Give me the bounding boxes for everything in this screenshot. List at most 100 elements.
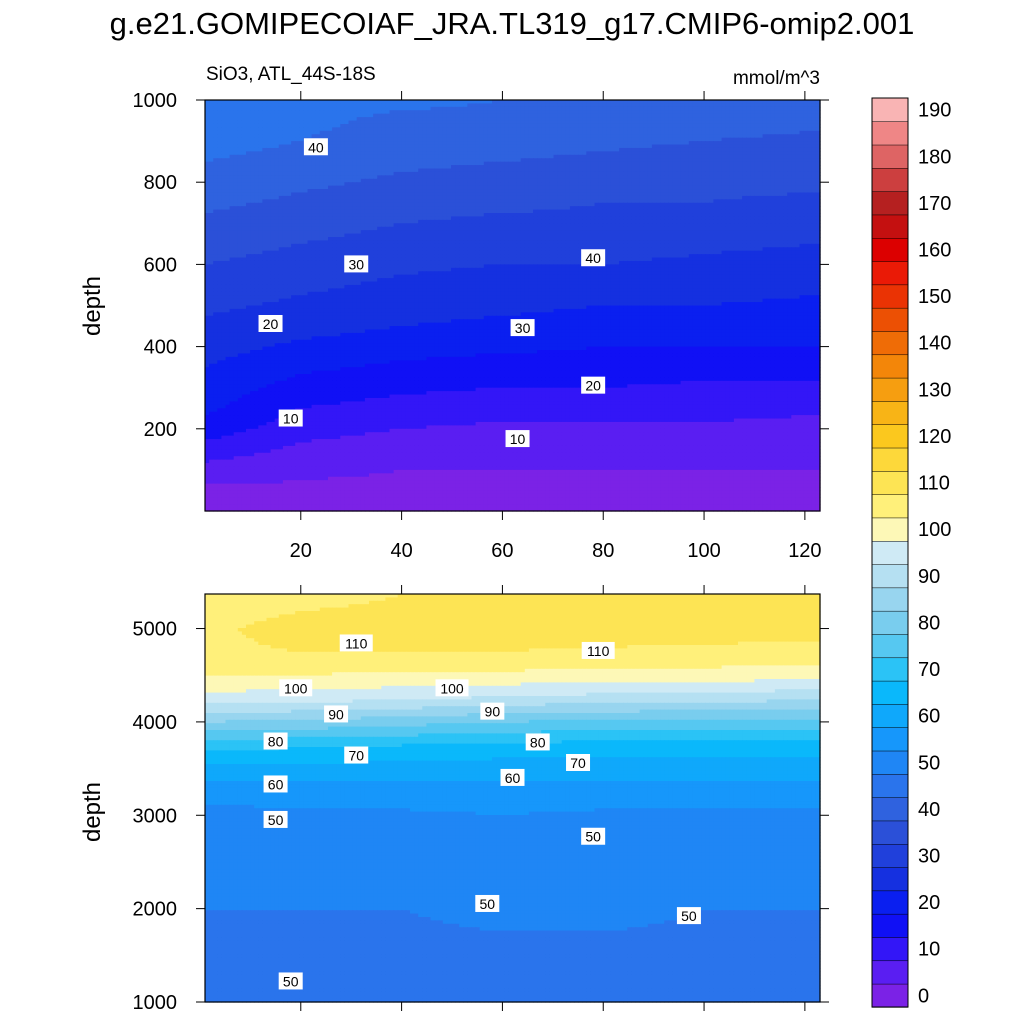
contour-cell [750, 114, 755, 118]
contour-cell [279, 117, 284, 121]
contour-cell [697, 103, 702, 107]
contour-cell [316, 100, 321, 104]
contour-cell [713, 117, 718, 121]
contour-cell [562, 124, 567, 128]
contour-cell [467, 124, 472, 128]
contour-cell [324, 121, 329, 125]
contour-cell [500, 107, 505, 111]
contour-cell [668, 114, 673, 118]
contour-cell [783, 117, 788, 121]
contour-cell [554, 103, 559, 107]
contour-cell [324, 100, 329, 104]
contour-cell [390, 114, 395, 118]
contour-cell [422, 117, 427, 121]
contour-cell [217, 103, 222, 107]
contour-cell [554, 114, 559, 118]
contour-cell [209, 103, 214, 107]
contour-cell [418, 121, 423, 125]
contour-cell [800, 117, 805, 121]
contour-cell [377, 103, 382, 107]
contour-cell [619, 117, 624, 121]
contour-cell [238, 103, 243, 107]
contour-cell [533, 114, 538, 118]
contour-cell [361, 124, 366, 128]
contour-cell [328, 110, 333, 114]
contour-cell [250, 107, 255, 111]
contour-cell [332, 114, 337, 118]
contour-cell [226, 117, 231, 121]
contour-cell [795, 110, 800, 114]
contour-cell [677, 121, 682, 125]
contour-cell [488, 124, 493, 128]
contour-cell [812, 121, 817, 125]
contour-cell [562, 100, 567, 104]
contour-cell [316, 117, 321, 121]
contour-cell [476, 110, 481, 114]
contour-cell [234, 103, 239, 107]
contour-cell [336, 110, 341, 114]
contour-cell [267, 103, 272, 107]
contour-cell [271, 110, 276, 114]
contour-cell [357, 100, 362, 104]
contour-cell [705, 103, 710, 107]
contour-cell [537, 110, 542, 114]
contour-cell [722, 121, 727, 125]
contour-cell [533, 110, 538, 114]
contour-cell [394, 121, 399, 125]
contour-cell [295, 100, 300, 104]
contour-cell [447, 114, 452, 118]
contour-cell [369, 100, 374, 104]
contour-cell [804, 117, 809, 121]
contour-cell [791, 110, 796, 114]
contour-cell [763, 121, 768, 125]
contour-cell [578, 124, 583, 128]
contour-cell [808, 121, 813, 125]
contour-cell [586, 100, 591, 104]
contour-cell [664, 121, 669, 125]
contour-cell [234, 100, 239, 104]
contour-cell [603, 110, 608, 114]
contour-cell [328, 117, 333, 121]
contour-cell [685, 107, 690, 111]
contour-cell [566, 100, 571, 104]
contour-cell [718, 121, 723, 125]
contour-cell [299, 121, 304, 125]
contour-cell [262, 121, 267, 125]
contour-cell [492, 114, 497, 118]
contour-cell [455, 100, 460, 104]
contour-cell [537, 103, 542, 107]
contour-cell [627, 121, 632, 125]
contour-cell [381, 107, 386, 111]
contour-cell [410, 117, 415, 121]
contour-cell [463, 100, 468, 104]
contour-cell [308, 124, 313, 128]
contour-cell [787, 114, 792, 118]
contour-cell [221, 107, 226, 111]
contour-cell [566, 114, 571, 118]
contour-cell [705, 121, 710, 125]
contour-cell [795, 103, 800, 107]
contour-cell [328, 103, 333, 107]
contour-cell [459, 103, 464, 107]
contour-cell [656, 114, 661, 118]
contour-cell [422, 124, 427, 128]
contour-cell [390, 103, 395, 107]
contour-cell [668, 117, 673, 121]
contour-cell [336, 107, 341, 111]
contour-cell [754, 121, 759, 125]
contour-cell [426, 114, 431, 118]
contour-cell [713, 100, 718, 104]
contour-cell [217, 114, 222, 118]
contour-cell [636, 110, 641, 114]
contour-cell [738, 121, 743, 125]
contour-cell [631, 121, 636, 125]
contour-cell [640, 117, 645, 121]
contour-cell [545, 117, 550, 121]
contour-cell [308, 103, 313, 107]
contour-cell [230, 103, 235, 107]
contour-cell [590, 110, 595, 114]
contour-cell [648, 110, 653, 114]
contour-cell [754, 114, 759, 118]
contour-cell [549, 110, 554, 114]
contour-cell [299, 114, 304, 118]
